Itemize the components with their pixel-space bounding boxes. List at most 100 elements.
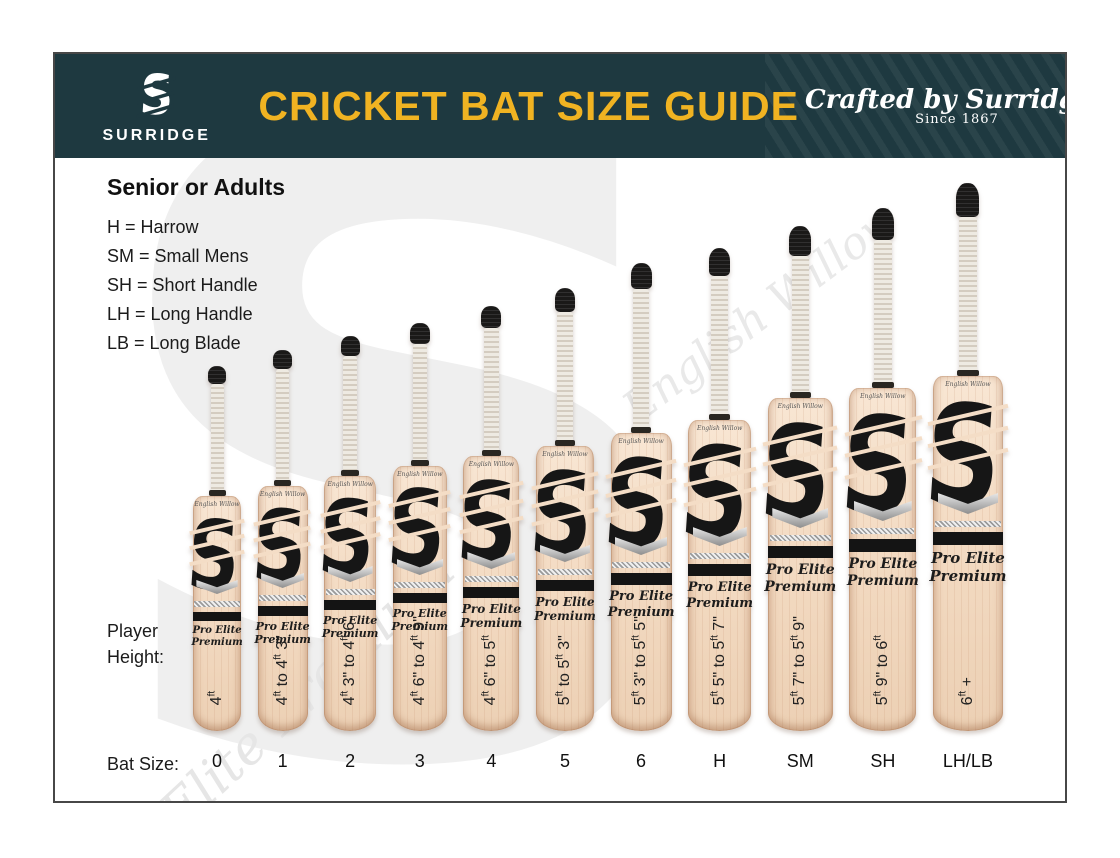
bat-handle-cap xyxy=(956,183,980,217)
player-height-value: 5ft 3" to 5ft 5" xyxy=(630,615,650,705)
tagline: Crafted by Surridge xyxy=(805,85,1065,115)
bat-blade: English Willow S Pro Elite Premium 5ft 9" to… xyxy=(837,388,922,731)
surridge-blade-logo: S xyxy=(525,447,599,583)
bat-column: English Willow S Pro Elite Premium 5ft 7" to… xyxy=(755,226,838,801)
size-slot: 0 xyxy=(212,731,222,801)
player-height-value: 5ft 7" to 5ft 9" xyxy=(789,615,809,705)
legend: Senior or Adults H = Harrow SM = Small M… xyxy=(107,174,285,358)
cricket-bat: English Willow S Pro Elite Premium 5ft 3" to… xyxy=(599,263,677,731)
blade-model-text: Pro Elite Premium xyxy=(321,614,379,641)
blade-model-text: Pro Elite Premium xyxy=(764,562,837,595)
bat-handle-cap xyxy=(871,208,895,240)
blade-black-stripe xyxy=(324,600,377,610)
blade-check-band xyxy=(259,595,307,601)
blade-black-stripe xyxy=(767,546,833,558)
bat-size-value: SH xyxy=(870,751,896,771)
bat-handle xyxy=(273,369,291,486)
bat-blade: English Willow S Pro Elite Premium 4ft xyxy=(184,496,245,731)
size-slot: 5 xyxy=(560,731,570,801)
surridge-s-icon: S xyxy=(136,61,177,127)
blade-black-stripe xyxy=(932,532,1003,545)
blade-model-text: Pro Elite Premium xyxy=(391,607,449,634)
bat-handle-cap xyxy=(554,288,576,312)
tagline-sub: Since 1867 xyxy=(915,112,999,127)
blade-top-text: English Willow xyxy=(327,481,373,488)
bat-size-value: 0 xyxy=(211,751,222,771)
blade-black-stripe xyxy=(392,593,447,603)
blade-check-band xyxy=(935,521,1001,527)
size-slot: 4 xyxy=(486,731,496,801)
bat-handle xyxy=(631,289,652,433)
surridge-blade-logo: S xyxy=(184,500,245,611)
size-slot: SM xyxy=(787,731,814,801)
blade-top-text: English Willow xyxy=(468,461,515,468)
bat-column: English Willow S Pro Elite Premium 4ft to 4f… xyxy=(248,350,312,801)
bat-column: English Willow S Pro Elite Premium 4ft 6" to… xyxy=(383,323,451,801)
bat-column: English Willow S Pro Elite Premium 4ft 6" to… xyxy=(453,306,524,801)
content-area: S English Willow Pro Elite Premium Senio… xyxy=(55,158,1065,801)
blade-top-text: English Willow xyxy=(777,403,823,410)
tagline-block: Crafted by Surridge Since 1867 xyxy=(805,85,1065,127)
size-slot: H xyxy=(713,731,726,801)
bat-blade: English Willow S Pro Elite Premium 5ft 3" to… xyxy=(599,433,677,731)
cricket-bat: English Willow S Pro Elite Premium 5ft 9" to… xyxy=(837,208,922,731)
blade-check-band xyxy=(394,582,446,588)
bat-handle xyxy=(709,276,730,420)
blade-check-band xyxy=(690,553,750,559)
blade-check-band xyxy=(769,535,831,541)
blade-top-text: English Willow xyxy=(259,491,306,498)
bat-handle xyxy=(555,312,575,446)
surridge-blade-logo: S xyxy=(248,488,312,605)
blade-model-text: Pro Elite Premium xyxy=(607,589,675,620)
blade-model-text: Pro Elite Premium xyxy=(191,625,243,648)
blade-top-text: English Willow xyxy=(542,451,588,458)
player-height-value: 4ft 6" to 4ft 9" xyxy=(409,615,428,705)
bat-blade: English Willow S Pro Elite Premium 4ft 6" to… xyxy=(383,466,451,731)
size-slot: 3 xyxy=(415,731,425,801)
blade-model-text: Pro Elite Premium xyxy=(929,549,1007,585)
brand-name: SURRIDGE xyxy=(102,126,211,144)
bat-handle-cap xyxy=(630,263,652,289)
blade-top-text: English Willow xyxy=(945,381,991,388)
blade-black-stripe xyxy=(193,612,241,621)
bat-handle-cap xyxy=(481,306,502,328)
bat-size-value: LH/LB xyxy=(942,751,993,771)
bat-column: English Willow S Pro Elite Premium 4ft 0 xyxy=(184,366,245,801)
surridge-blade-logo: S xyxy=(920,376,1009,538)
bat-blade: English Willow S Pro Elite Premium 4ft 3" to… xyxy=(315,476,381,731)
bats-row: English Willow S Pro Elite Premium 4ft 0 Engli… xyxy=(184,183,1009,801)
header-band: S SURRIDGE CRICKET BAT SIZE GUIDE Crafte… xyxy=(55,54,1065,158)
player-height-value: 4ft 6" to 5ft xyxy=(481,634,500,705)
bat-handle xyxy=(341,356,360,476)
bat-handle xyxy=(956,217,979,376)
bat-size-value: H xyxy=(713,751,727,771)
cricket-bat: English Willow S Pro Elite Premium 4ft to 4f… xyxy=(248,350,312,731)
size-slot: 2 xyxy=(345,731,355,801)
blade-check-band xyxy=(465,576,518,582)
blade-model-text: Pro Elite Premium xyxy=(534,595,596,624)
blade-top-text: English Willow xyxy=(618,438,664,445)
surridge-blade-logo: S xyxy=(676,421,757,567)
blade-model-text: Pro Elite Premium xyxy=(460,602,523,631)
size-slot: 6 xyxy=(636,731,646,801)
blade-model-text: Pro Elite Premium xyxy=(846,556,919,589)
page-title: CRICKET BAT SIZE GUIDE xyxy=(258,82,799,129)
player-height-value: 5ft 5" to 5ft 7" xyxy=(709,615,728,705)
bat-handle-cap xyxy=(789,226,812,256)
blade-black-stripe xyxy=(535,580,594,591)
blade-check-band xyxy=(537,569,593,575)
cricket-bat: English Willow S Pro Elite Premium 5ft to 5f… xyxy=(525,288,599,731)
size-slot: SH xyxy=(870,731,895,801)
bat-handle-cap xyxy=(340,336,360,356)
player-height-value: 4ft to 4ft 3" xyxy=(272,634,291,705)
legend-item: LB = Long Blade xyxy=(107,333,241,353)
blade-check-band xyxy=(612,562,670,568)
legend-item: LH = Long Handle xyxy=(107,304,253,324)
bat-size-value: 1 xyxy=(277,751,288,771)
surridge-blade-logo: S xyxy=(755,399,838,550)
surridge-blade-logo: S xyxy=(453,458,524,589)
size-slot: LH/LB xyxy=(943,731,993,801)
bat-size-value: 4 xyxy=(486,751,497,771)
blade-model-text: Pro Elite Premium xyxy=(254,620,311,647)
